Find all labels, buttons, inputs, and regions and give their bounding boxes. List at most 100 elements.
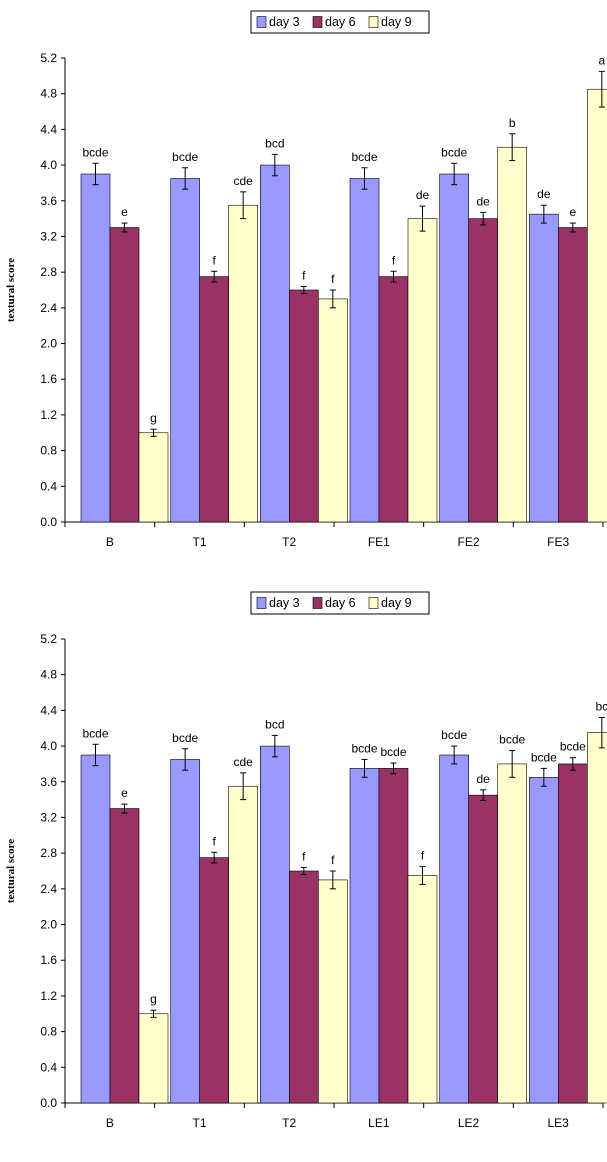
significance-label: de bbox=[476, 194, 490, 208]
bar-day-9 bbox=[318, 298, 348, 523]
y-tick-label: 2.0 bbox=[40, 337, 57, 351]
bar-day-3 bbox=[260, 745, 290, 1104]
y-tick-label: 4.8 bbox=[40, 668, 57, 682]
significance-label: a bbox=[598, 53, 605, 67]
bar-day-3 bbox=[439, 754, 469, 1104]
legend-label: day 3 bbox=[269, 15, 300, 29]
bar-day-6 bbox=[289, 870, 319, 1104]
y-tick-label: 3.6 bbox=[40, 194, 57, 208]
bar-day-6 bbox=[109, 227, 140, 523]
category-label: FE2 bbox=[457, 535, 479, 549]
significance-label: e bbox=[569, 205, 576, 219]
y-tick-label: 4.0 bbox=[40, 739, 57, 753]
significance-label: f bbox=[302, 849, 306, 863]
y-tick-label: 0.4 bbox=[40, 479, 57, 493]
category-label: T1 bbox=[192, 535, 206, 549]
significance-label: bcde bbox=[441, 145, 467, 159]
category-label: LE3 bbox=[547, 1116, 569, 1130]
legend-swatch bbox=[256, 16, 267, 28]
category-label: LE1 bbox=[368, 1116, 390, 1130]
y-tick-label: 1.6 bbox=[40, 953, 57, 967]
bar-day-9 bbox=[587, 732, 607, 1104]
bar-day-9 bbox=[228, 204, 258, 523]
category-label: T1 bbox=[192, 1116, 206, 1130]
significance-label: g bbox=[150, 992, 157, 1006]
y-tick-label: 0.0 bbox=[40, 1096, 57, 1110]
bar-day-6 bbox=[468, 218, 498, 523]
significance-label: f bbox=[212, 253, 216, 267]
chart-1-svg: 0.0 0.4 0.8 1.2 1.6 2.0 2.4 2.8 3.2 3.6 4.0 4.4 4.8 5… bbox=[5, 10, 607, 549]
y-tick-label: 3.2 bbox=[40, 229, 57, 243]
chart-fe-textural-score: 0.0 0.4 0.8 1.2 1.6 2.0 2.4 2.8 3.2 3.6 4.0 4.4 4.8 5… bbox=[5, 10, 607, 549]
bar-day-6 bbox=[199, 276, 229, 523]
bar-day-6 bbox=[199, 857, 229, 1104]
bar-day-3 bbox=[349, 768, 380, 1104]
bar-day-9 bbox=[138, 432, 169, 523]
y-tick-label: 2.8 bbox=[40, 846, 57, 860]
significance-label: bcde bbox=[560, 740, 586, 754]
y-tick-label: 5.2 bbox=[40, 632, 57, 646]
category-label: B bbox=[106, 1116, 114, 1130]
significance-label: bcde bbox=[531, 750, 557, 764]
bar-day-3 bbox=[80, 173, 111, 523]
legend-box bbox=[250, 10, 430, 34]
legend-swatch bbox=[368, 597, 379, 609]
y-tick-label: 2.0 bbox=[40, 918, 57, 932]
bar-day-9 bbox=[318, 879, 348, 1104]
significance-label: bcde bbox=[380, 745, 406, 759]
significance-label: b bbox=[509, 116, 516, 130]
y-tick-label: 0.4 bbox=[40, 1060, 57, 1074]
significance-label: bcde bbox=[82, 726, 108, 740]
bar-day-9 bbox=[587, 88, 607, 523]
significance-label: bcde bbox=[441, 728, 467, 742]
significance-label: de bbox=[416, 188, 430, 202]
y-tick-label: 4.0 bbox=[40, 158, 57, 172]
category-label: FE1 bbox=[368, 535, 390, 549]
bar-day-6 bbox=[558, 227, 588, 523]
significance-label: bcd bbox=[265, 717, 284, 731]
y-tick-label: 0.0 bbox=[40, 515, 57, 529]
y-axis-title: textural score bbox=[5, 258, 17, 322]
significance-label: bcde bbox=[172, 731, 198, 745]
legend-swatch bbox=[312, 597, 323, 609]
y-tick-label: 0.8 bbox=[40, 1025, 57, 1039]
bar-day-9 bbox=[407, 875, 438, 1104]
significance-label: f bbox=[331, 853, 335, 867]
bar-day-6 bbox=[109, 808, 140, 1104]
legend-swatch bbox=[312, 16, 323, 28]
y-tick-label: 3.6 bbox=[40, 775, 57, 789]
legend-box bbox=[250, 591, 430, 615]
legend-label: day 6 bbox=[325, 15, 356, 29]
legend-label: day 3 bbox=[269, 596, 300, 610]
y-tick-label: 0.8 bbox=[40, 444, 57, 458]
significance-label: bcde bbox=[351, 150, 377, 164]
significance-label: bcd bbox=[265, 136, 284, 150]
y-axis-title: textural score bbox=[5, 839, 17, 903]
bar-day-9 bbox=[407, 218, 438, 523]
significance-label: bc bbox=[595, 700, 607, 714]
significance-label: bcde bbox=[351, 741, 377, 755]
legend: day 3 day 6 day 9 bbox=[250, 591, 430, 615]
significance-label: de bbox=[476, 772, 490, 786]
bar-day-6 bbox=[378, 768, 409, 1104]
legend-label: day 9 bbox=[381, 15, 412, 29]
legend-label: day 6 bbox=[325, 596, 356, 610]
bar-day-9 bbox=[138, 1013, 169, 1104]
bar-day-3 bbox=[170, 759, 200, 1104]
category-label: T2 bbox=[282, 535, 296, 549]
y-tick-label: 1.6 bbox=[40, 372, 57, 386]
bar-day-3 bbox=[170, 178, 200, 523]
bar-day-3 bbox=[529, 777, 559, 1104]
significance-label: f bbox=[392, 253, 396, 267]
significance-label: e bbox=[121, 205, 128, 219]
legend-swatch bbox=[256, 597, 267, 609]
category-label: FE3 bbox=[547, 535, 569, 549]
bar-day-6 bbox=[289, 289, 319, 523]
y-tick-label: 2.4 bbox=[40, 882, 57, 896]
significance-label: de bbox=[537, 187, 551, 201]
significance-label: e bbox=[121, 786, 128, 800]
significance-label: cde bbox=[233, 755, 253, 769]
y-tick-label: 5.2 bbox=[40, 51, 57, 65]
legend-label: day 9 bbox=[381, 596, 412, 610]
legend: day 3 day 6 day 9 bbox=[250, 10, 430, 34]
